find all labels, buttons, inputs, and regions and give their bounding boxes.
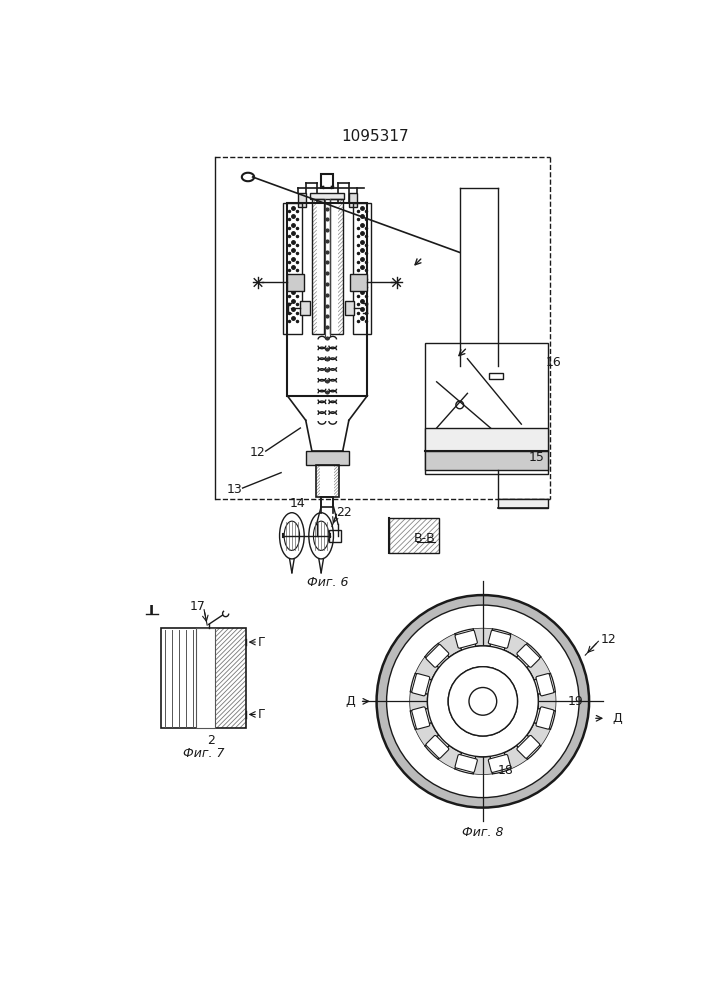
Text: Фиг. 8: Фиг. 8 [462,826,503,839]
Circle shape [469,687,497,715]
Bar [351,274,368,291]
Polygon shape [527,657,551,680]
Text: Д: Д [345,695,355,708]
Bar [298,193,305,207]
Text: Г: Г [257,708,265,721]
Polygon shape [527,723,551,746]
Text: В-В: В-В [414,532,436,545]
Bar [305,451,349,465]
Text: 12: 12 [250,446,266,459]
Polygon shape [504,634,527,657]
Polygon shape [438,745,462,769]
Polygon shape [504,745,527,769]
Polygon shape [538,692,556,711]
Text: Фиг. 6: Фиг. 6 [307,576,348,588]
Text: 14: 14 [290,497,306,510]
Bar [329,530,341,542]
Bar [321,497,334,507]
FancyBboxPatch shape [455,630,477,648]
Bar [161,628,246,728]
Text: 1095317: 1095317 [341,129,409,144]
Text: 15: 15 [529,451,544,464]
FancyBboxPatch shape [426,735,449,758]
Bar [287,203,368,396]
Wedge shape [377,595,589,808]
Text: 18: 18 [498,764,514,777]
FancyBboxPatch shape [411,674,430,696]
Bar [425,451,549,470]
Bar [330,199,343,334]
Polygon shape [409,692,428,711]
Bar [345,301,354,315]
Bar [389,518,439,553]
Polygon shape [473,756,492,774]
Bar [489,373,503,379]
FancyBboxPatch shape [489,630,510,648]
Text: I: I [149,604,154,618]
Bar [310,193,344,199]
Bar [425,343,549,474]
Text: 12: 12 [601,633,617,646]
FancyBboxPatch shape [536,707,554,729]
Text: Г: Г [257,636,265,649]
Text: 16: 16 [546,356,561,369]
Text: Фиг. 7: Фиг. 7 [182,747,224,760]
Bar [300,301,310,315]
Bar [425,428,549,451]
FancyBboxPatch shape [517,735,539,758]
Bar [196,628,215,728]
FancyBboxPatch shape [426,644,449,667]
Bar [349,193,356,207]
Bar [284,203,302,334]
Polygon shape [438,634,462,657]
Text: 13: 13 [227,483,243,496]
Text: Д: Д [612,712,622,725]
Circle shape [428,646,538,757]
Bar [312,199,325,334]
Text: 19: 19 [568,695,583,708]
Bar [316,465,339,497]
Bar [321,174,334,188]
FancyBboxPatch shape [411,707,430,729]
Bar [498,499,549,508]
Polygon shape [415,657,439,680]
FancyBboxPatch shape [536,674,554,696]
Polygon shape [473,628,492,646]
Polygon shape [415,723,439,746]
Circle shape [448,667,518,736]
Bar [353,203,371,334]
FancyBboxPatch shape [455,754,477,772]
FancyBboxPatch shape [489,754,510,772]
Text: 17: 17 [190,600,206,613]
Text: 2: 2 [207,734,215,747]
Bar [287,274,304,291]
FancyBboxPatch shape [517,644,539,667]
Text: 22: 22 [337,506,352,519]
